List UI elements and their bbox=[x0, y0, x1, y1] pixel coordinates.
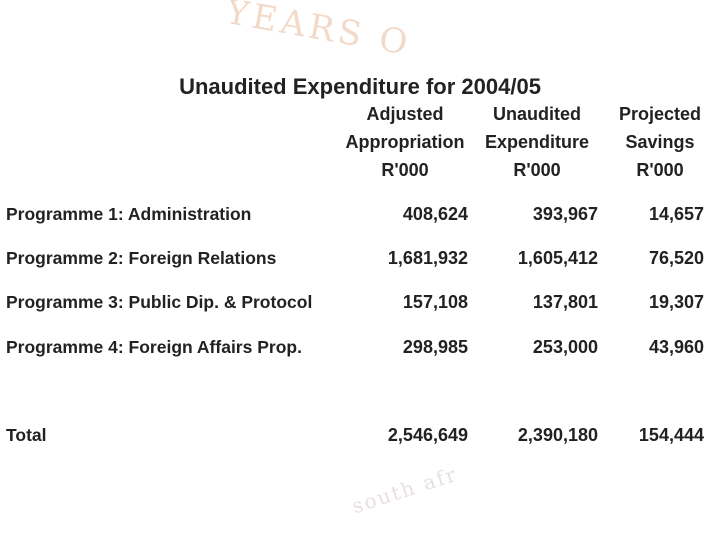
cell-value: 408,624 bbox=[402, 204, 468, 224]
cell-value: 19,307 bbox=[648, 292, 704, 312]
cell-value: 157,108 bbox=[402, 292, 468, 312]
cell-value: 2,546,649 bbox=[387, 425, 468, 445]
cell-value: 2,390,180 bbox=[517, 425, 598, 445]
column-header: R'000 bbox=[381, 160, 429, 180]
cell-value: 1,681,932 bbox=[387, 248, 468, 268]
cell-value: 253,000 bbox=[532, 337, 598, 357]
column-header: Expenditure bbox=[484, 132, 590, 152]
cell-value: 43,960 bbox=[648, 337, 704, 357]
watermark-top: YEARS O bbox=[222, 0, 415, 64]
row-label: Programme 3: Public Dip. & Protocol bbox=[6, 292, 313, 312]
cell-value: 393,967 bbox=[532, 204, 598, 224]
row-label: Programme 1: Administration bbox=[6, 204, 252, 224]
column-header: Adjusted bbox=[366, 104, 444, 124]
title: Unaudited Expenditure for 2004/05 bbox=[179, 74, 541, 99]
cell-value: 14,657 bbox=[648, 204, 704, 224]
column-header: Unaudited bbox=[493, 104, 581, 124]
watermark-bottom: south afr bbox=[348, 461, 461, 519]
column-header: Appropriation bbox=[345, 132, 465, 152]
column-header: Savings bbox=[625, 132, 695, 152]
column-header: Projected bbox=[618, 104, 702, 124]
row-label: Total bbox=[6, 425, 47, 445]
cell-value: 154,444 bbox=[638, 425, 704, 445]
cell-value: 137,801 bbox=[532, 292, 598, 312]
row-label: Programme 2: Foreign Relations bbox=[6, 248, 277, 268]
column-header: R'000 bbox=[513, 160, 561, 180]
cell-value: 298,985 bbox=[402, 337, 468, 357]
cell-value: 1,605,412 bbox=[517, 248, 598, 268]
row-label: Programme 4: Foreign Affairs Prop. bbox=[6, 337, 302, 357]
column-header: R'000 bbox=[636, 160, 684, 180]
cell-value: 76,520 bbox=[648, 248, 704, 268]
